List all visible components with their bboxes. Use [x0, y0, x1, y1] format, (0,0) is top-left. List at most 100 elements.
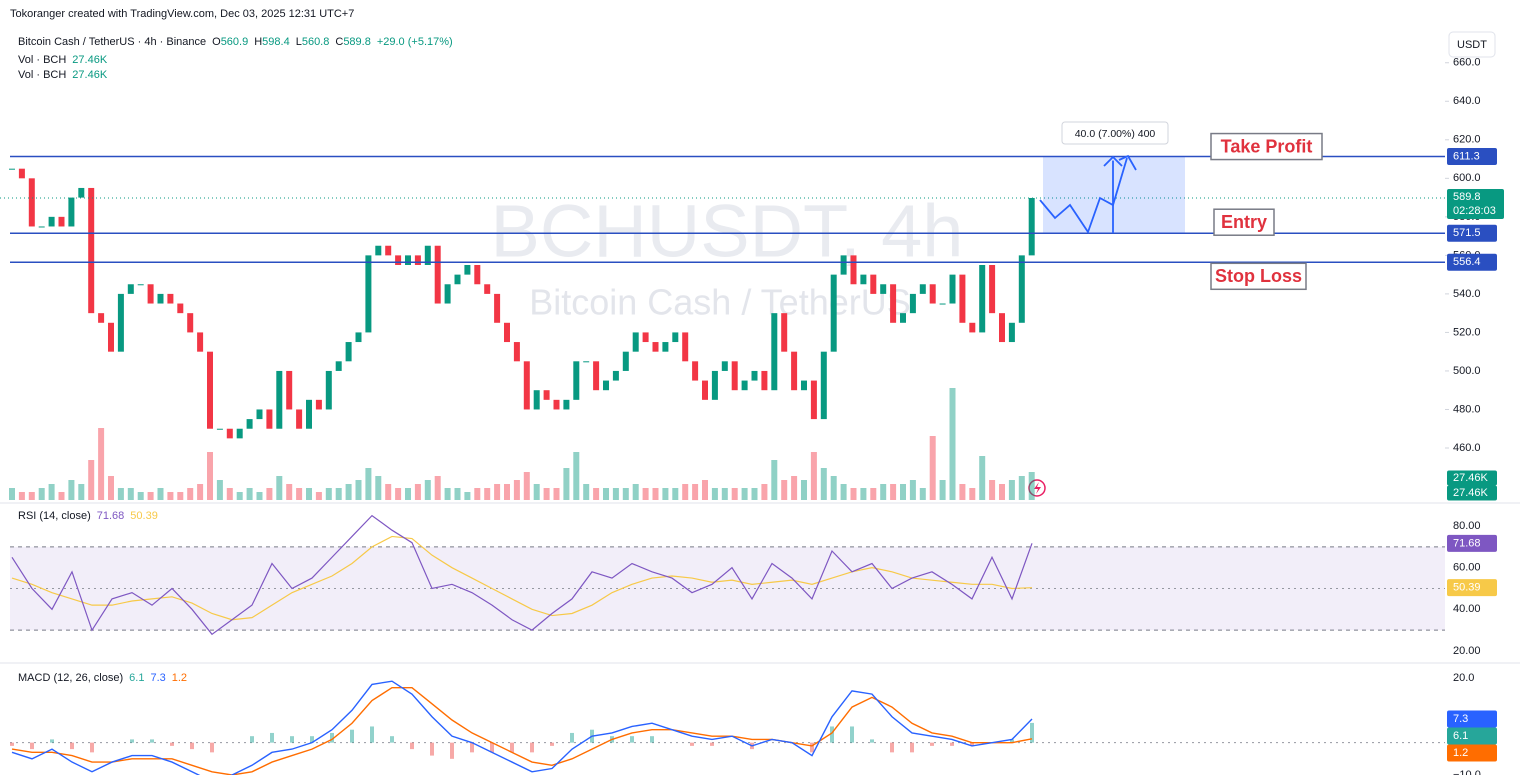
level-tag-bg — [1447, 148, 1497, 166]
volume-bar — [375, 476, 382, 500]
candle — [603, 380, 609, 391]
candle — [632, 332, 639, 352]
candle — [959, 274, 966, 323]
projection-arrowhead — [1103, 155, 1123, 167]
measure-label-box — [1061, 121, 1169, 145]
rsi-value: 71.68 — [97, 510, 125, 522]
candle — [781, 313, 788, 352]
candle — [830, 274, 837, 352]
macd-hist-bar — [510, 742, 514, 753]
candle — [98, 313, 105, 323]
candle — [870, 274, 877, 294]
volume-bar — [820, 468, 827, 500]
ohlc-key: C — [335, 36, 343, 48]
macd-hist-bar — [190, 742, 194, 750]
candle — [375, 245, 382, 256]
macd-value: 7.3 — [150, 672, 165, 684]
price-tick-label: 480.0 — [1453, 403, 1481, 415]
volume-bar — [711, 488, 718, 500]
price-tick-label: 500.0 — [1453, 365, 1481, 377]
candle — [345, 342, 352, 362]
volume-bar — [38, 488, 45, 500]
volume-bar — [306, 488, 312, 500]
candle — [197, 332, 204, 352]
volume-bar — [335, 488, 342, 500]
candle — [731, 361, 738, 391]
rsi-ma-tag-bg — [1447, 579, 1497, 597]
volume-bar — [325, 488, 332, 500]
macd-hist-bar — [290, 736, 294, 743]
macd-hist-bar — [550, 742, 554, 746]
level-tag: 571.5 — [1453, 227, 1481, 239]
level-tag-bg — [1447, 253, 1497, 271]
candle — [454, 274, 461, 285]
candle — [672, 332, 679, 343]
macd-hist-bar — [870, 739, 874, 743]
macd-hist-bar — [390, 736, 394, 743]
level-tag-bg — [1447, 224, 1497, 242]
level-label: Stop Loss — [1215, 266, 1302, 286]
volume-bar — [533, 484, 540, 500]
volume-bar — [979, 456, 986, 500]
macd-hist-bar — [470, 742, 474, 753]
volume-tag-bg — [1447, 470, 1497, 486]
candle — [484, 284, 491, 294]
candle — [593, 361, 600, 391]
volume-bar — [484, 488, 491, 500]
volume-bar — [266, 488, 273, 500]
ohlc-value: 560.8 — [302, 36, 330, 48]
macd-hist-bar — [210, 742, 214, 753]
candle — [969, 322, 976, 333]
candle — [444, 284, 451, 304]
volume-bar — [969, 488, 976, 500]
volume-bar — [296, 488, 303, 500]
currency-button[interactable] — [1448, 31, 1496, 58]
candle — [751, 370, 758, 381]
ohlc-value: 560.9 — [221, 36, 249, 48]
volume-bar — [810, 452, 817, 500]
candle — [226, 428, 233, 439]
volume-bar — [345, 484, 352, 500]
volume-bar — [385, 484, 392, 500]
volume-bar — [464, 492, 471, 500]
level-tag: 556.4 — [1453, 256, 1481, 268]
candle — [78, 187, 85, 198]
macd-hist-bar — [930, 742, 934, 746]
volume-bar — [88, 460, 95, 500]
candle — [999, 313, 1005, 343]
candle — [929, 284, 936, 304]
macd-legend: MACD (12, 26, close) 6.1 7.3 1.2 — [18, 672, 187, 684]
candle — [989, 265, 996, 314]
ohlc-value: 589.8 — [343, 36, 371, 48]
header: Tokoranger created with TradingView.com,… — [10, 8, 354, 20]
volume-bar — [18, 492, 25, 500]
last-price-tag: 589.8 — [1453, 191, 1481, 203]
macd-hist-bar — [130, 739, 134, 743]
volume-bar — [1028, 472, 1035, 500]
macd-hist-bar — [950, 742, 954, 746]
candle — [18, 168, 25, 179]
rsi-tick-label: 80.00 — [1453, 520, 1481, 532]
volume-legend: Vol · BCH 27.46K — [18, 54, 108, 66]
candle — [474, 265, 481, 285]
ohlc-key: L — [296, 36, 302, 48]
volume-bar — [454, 488, 461, 500]
alert-icon-bolt — [1034, 482, 1041, 494]
volume-bar — [207, 452, 213, 500]
macd-hist-bar — [910, 742, 914, 753]
ohlc-key: H — [254, 36, 262, 48]
legend: Bitcoin Cash / TetherUS · 4h · Binance O5… — [18, 36, 453, 48]
candle — [207, 351, 213, 429]
macd-hist-bar — [530, 742, 534, 753]
candle — [1008, 322, 1015, 343]
level-tag: 611.3 — [1453, 150, 1480, 162]
volume-bar — [850, 488, 857, 500]
macd-hist-bar — [30, 742, 34, 750]
volume-name: Vol · BCH — [18, 69, 66, 81]
macd-tick-label: −10.0 — [1453, 769, 1481, 775]
ohlc-value: 598.4 — [262, 36, 290, 48]
candle — [890, 284, 897, 323]
macd-signal-value: 1.2 — [172, 672, 187, 684]
candle — [721, 361, 728, 371]
